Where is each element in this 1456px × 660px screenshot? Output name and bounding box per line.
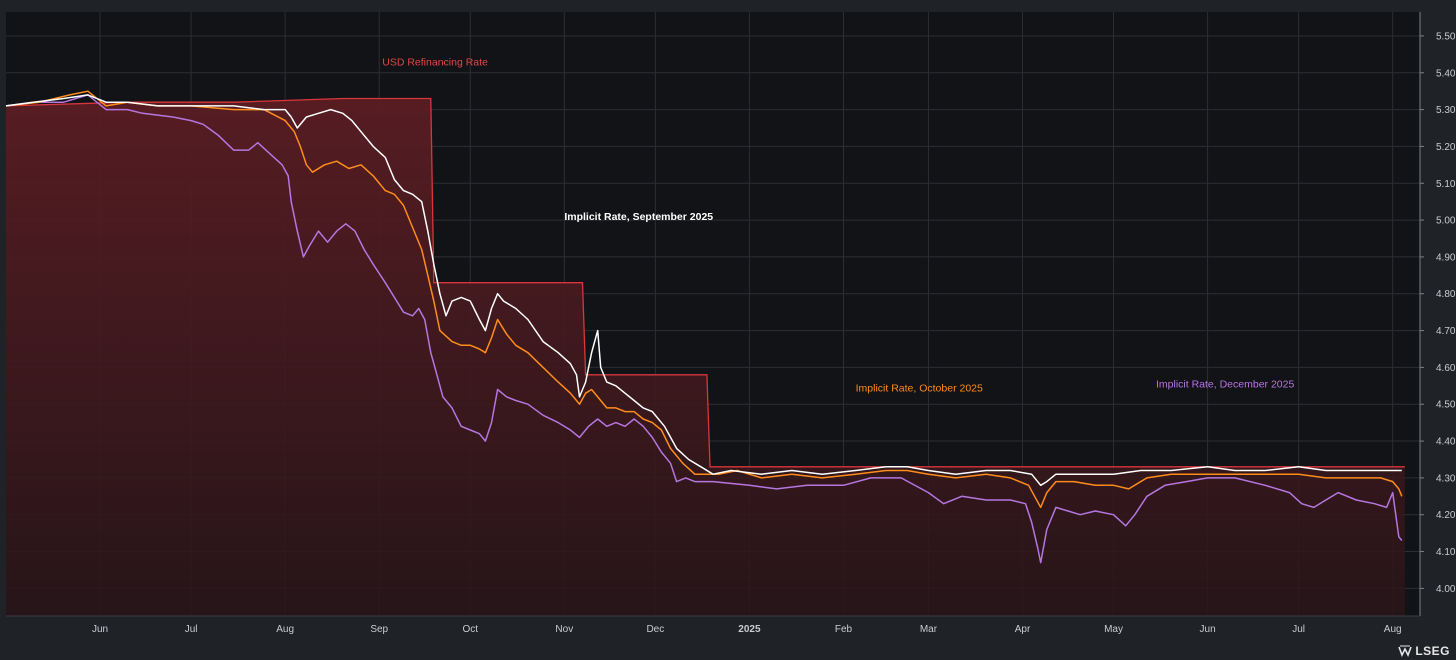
y-tick-label: 5.10	[1436, 179, 1456, 190]
annotation-label: Implicit Rate, October 2025	[856, 382, 983, 394]
x-tick-label: Jun	[92, 624, 108, 635]
september-2025-line	[5, 94, 1402, 487]
y-tick-label: 4.10	[1436, 547, 1456, 558]
x-tick-label: Nov	[555, 624, 573, 635]
x-tick-label: Mar	[920, 624, 938, 635]
y-tick-label: 5.30	[1436, 105, 1456, 116]
x-tick-label: 2025	[738, 624, 761, 635]
refinancing-area	[5, 97, 1405, 616]
x-tick-label: Feb	[835, 624, 853, 635]
y-tick-label: 4.30	[1436, 473, 1456, 484]
x-tick-label: Aug	[276, 624, 294, 635]
y-axis-ticks: 4.00 4.10 4.20 4.30 4.40 4.50 4.60 4.70 4.80 4.90…	[1420, 31, 1456, 595]
annotation-label: Implicit Rate, December 2025	[1156, 379, 1294, 391]
x-tick-label: May	[1104, 624, 1123, 635]
x-tick-label: Apr	[1015, 624, 1031, 635]
y-tick-label: 4.20	[1436, 510, 1456, 521]
x-tick-label: Sep	[370, 624, 388, 635]
y-tick-label: 5.00	[1436, 216, 1456, 227]
refinancing-rate-line	[5, 97, 1405, 468]
lseg-logo-text: LSEG	[1415, 644, 1450, 658]
october-2025-line	[5, 90, 1403, 509]
lseg-mark-icon	[1398, 645, 1413, 657]
x-tick-label: Oct	[462, 624, 478, 635]
x-tick-label: Jul	[185, 624, 198, 635]
x-axis-ticks: Jun Jul Aug Sep Oct Nov Dec 2025 Feb Mar Apr May Jun…	[92, 624, 1402, 635]
x-tick-label: Jul	[1292, 624, 1305, 635]
y-tick-label: 5.40	[1436, 68, 1456, 79]
y-tick-label: 4.60	[1436, 363, 1456, 374]
y-tick-label: 5.20	[1436, 142, 1456, 153]
y-tick-label: 4.90	[1436, 252, 1456, 263]
y-tick-label: 4.50	[1436, 400, 1456, 411]
annotation-label: USD Refinancing Rate	[382, 56, 488, 68]
chart-annotations: USD Refinancing Rate Implicit Rate, Septe…	[382, 56, 1294, 394]
series-lines	[5, 90, 1403, 564]
x-tick-label: Aug	[1384, 624, 1402, 635]
annotation-label: Implicit Rate, September 2025	[564, 211, 713, 223]
x-tick-label: Dec	[646, 624, 664, 635]
refinancing-rate-area	[6, 98, 1405, 616]
y-tick-label: 4.00	[1436, 584, 1456, 595]
y-tick-label: 4.40	[1436, 437, 1456, 448]
y-tick-label: 4.80	[1436, 289, 1456, 300]
y-tick-label: 5.50	[1436, 31, 1456, 42]
lseg-logo: LSEG	[1398, 644, 1450, 658]
y-tick-label: 4.70	[1436, 326, 1456, 337]
x-tick-label: Jun	[1200, 624, 1216, 635]
december-2025-line	[5, 94, 1403, 564]
